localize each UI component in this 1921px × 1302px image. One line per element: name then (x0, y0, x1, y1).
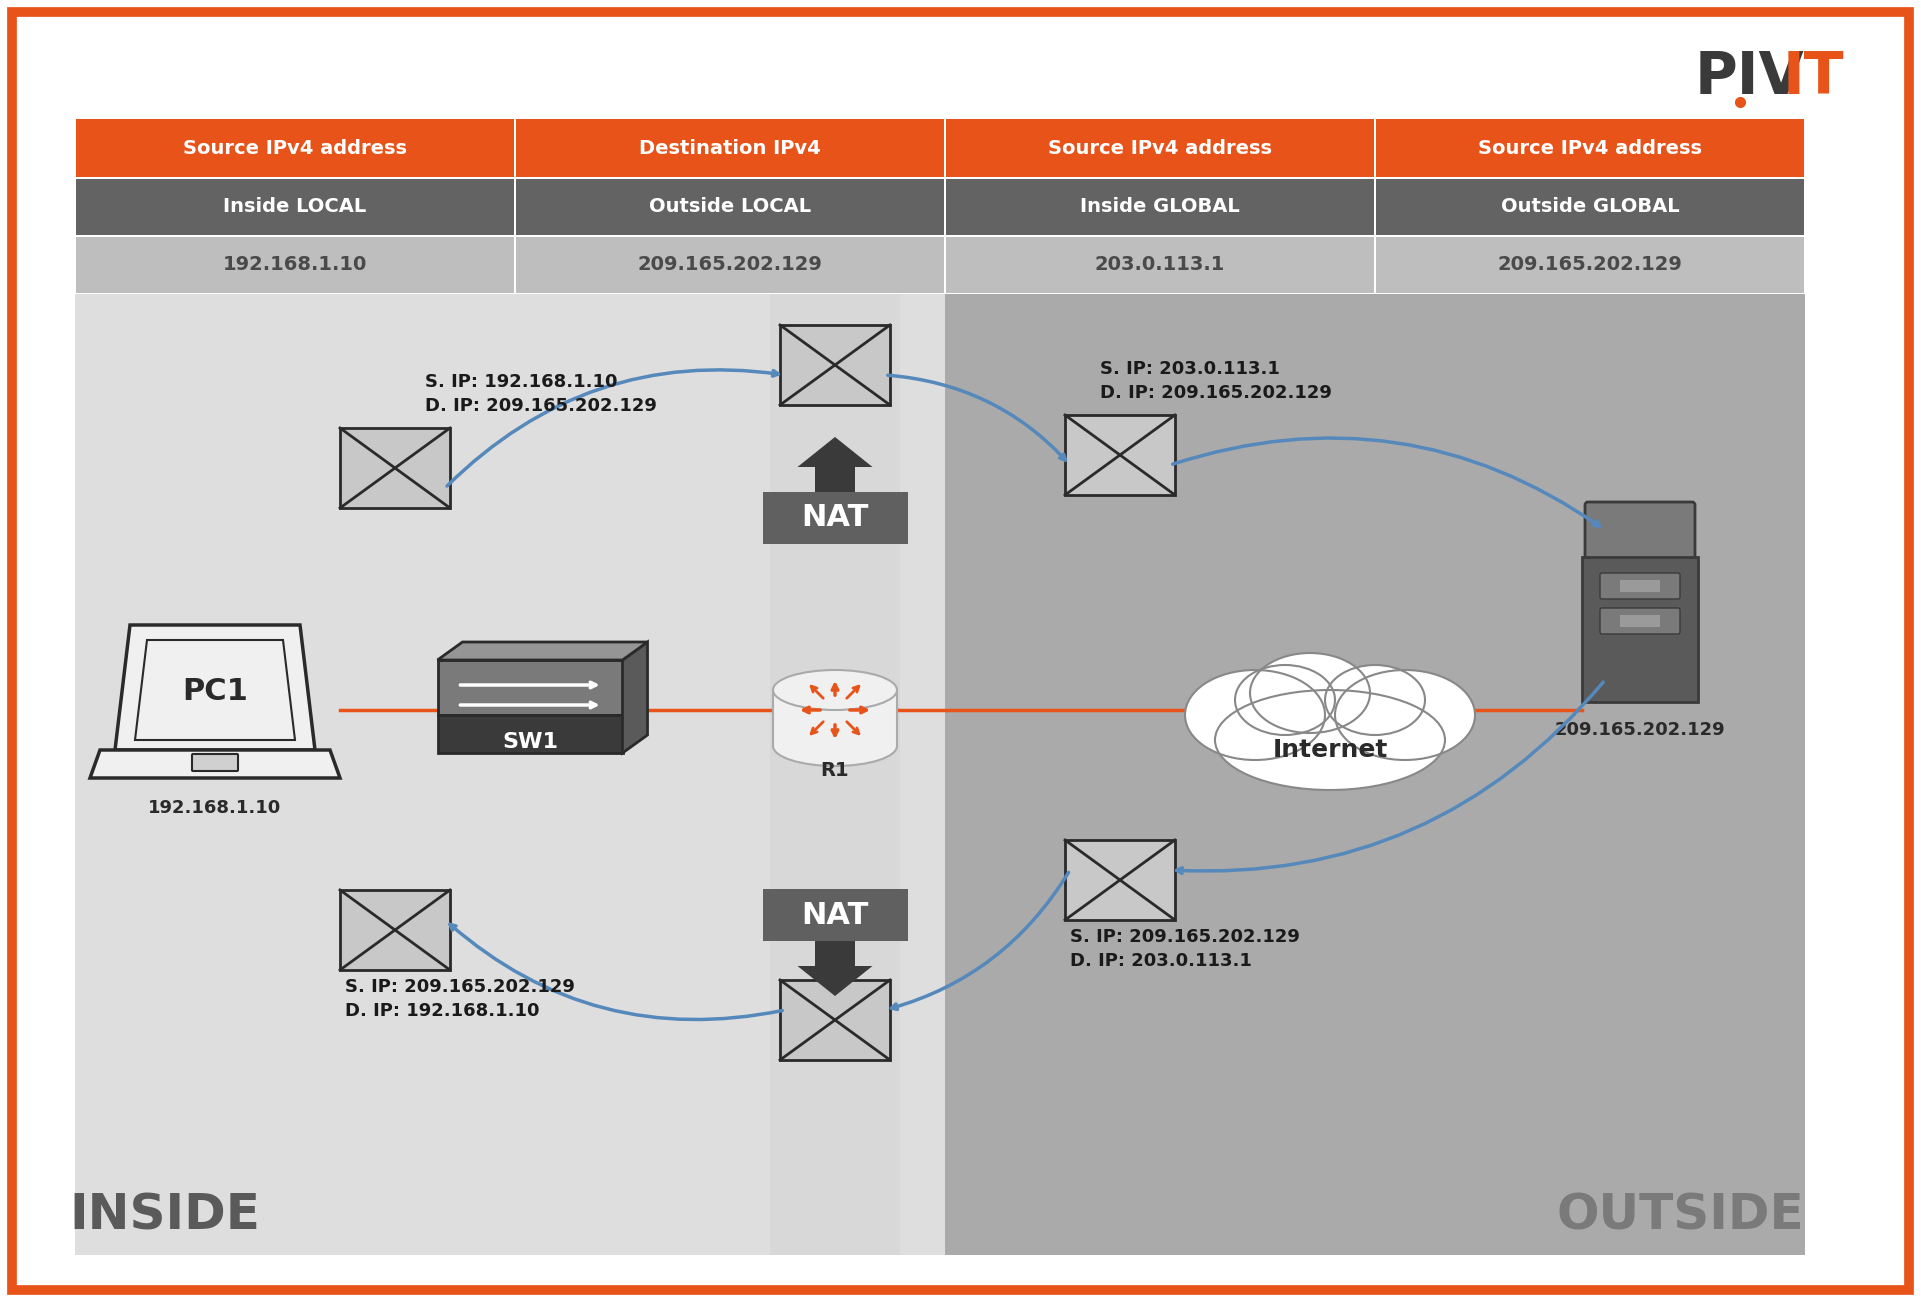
Text: 209.165.202.129: 209.165.202.129 (1554, 721, 1725, 740)
FancyBboxPatch shape (1600, 608, 1681, 634)
Text: Inside LOCAL: Inside LOCAL (223, 198, 367, 216)
FancyBboxPatch shape (517, 178, 943, 234)
Polygon shape (797, 941, 872, 996)
Polygon shape (797, 437, 872, 492)
FancyBboxPatch shape (75, 294, 945, 1255)
Text: SW1: SW1 (501, 732, 557, 753)
Polygon shape (622, 642, 647, 753)
FancyBboxPatch shape (763, 492, 907, 544)
Text: Source IPv4 address: Source IPv4 address (182, 138, 407, 158)
FancyBboxPatch shape (340, 891, 450, 970)
FancyBboxPatch shape (1600, 573, 1681, 599)
Ellipse shape (772, 671, 897, 710)
Text: INSIDE: INSIDE (69, 1191, 261, 1240)
Text: Internet: Internet (1272, 738, 1387, 762)
FancyBboxPatch shape (945, 294, 1806, 1255)
Polygon shape (115, 625, 315, 750)
Text: Inside GLOBAL: Inside GLOBAL (1080, 198, 1239, 216)
Ellipse shape (1185, 671, 1325, 760)
FancyBboxPatch shape (1375, 237, 1804, 293)
Text: Destination IPv4: Destination IPv4 (640, 138, 820, 158)
Polygon shape (134, 641, 296, 740)
Text: 192.168.1.10: 192.168.1.10 (223, 255, 367, 275)
Text: 203.0.113.1: 203.0.113.1 (1095, 255, 1226, 275)
Ellipse shape (1235, 665, 1335, 736)
Ellipse shape (1251, 654, 1370, 733)
FancyBboxPatch shape (945, 178, 1374, 234)
Text: S. IP: 192.168.1.10
D. IP: 209.165.202.129: S. IP: 192.168.1.10 D. IP: 209.165.202.1… (425, 372, 657, 414)
Text: 209.165.202.129: 209.165.202.129 (638, 255, 822, 275)
Text: Outside LOCAL: Outside LOCAL (649, 198, 811, 216)
FancyBboxPatch shape (517, 237, 943, 293)
FancyBboxPatch shape (1583, 557, 1698, 702)
Text: 192.168.1.10: 192.168.1.10 (148, 799, 282, 816)
FancyBboxPatch shape (1375, 118, 1804, 177)
Text: 209.165.202.129: 209.165.202.129 (1498, 255, 1683, 275)
Ellipse shape (1335, 671, 1475, 760)
FancyBboxPatch shape (770, 294, 901, 1255)
FancyBboxPatch shape (1619, 615, 1660, 628)
FancyBboxPatch shape (77, 178, 515, 234)
Text: Source IPv4 address: Source IPv4 address (1477, 138, 1702, 158)
Text: R1: R1 (820, 760, 849, 780)
Polygon shape (438, 642, 647, 660)
FancyBboxPatch shape (438, 660, 622, 715)
FancyBboxPatch shape (1619, 579, 1660, 592)
FancyBboxPatch shape (1064, 840, 1176, 921)
Text: Source IPv4 address: Source IPv4 address (1049, 138, 1272, 158)
FancyBboxPatch shape (763, 889, 907, 941)
FancyBboxPatch shape (1585, 503, 1694, 560)
FancyBboxPatch shape (945, 237, 1374, 293)
FancyBboxPatch shape (780, 980, 889, 1060)
Ellipse shape (1325, 665, 1425, 736)
Text: IT: IT (1783, 49, 1844, 107)
Text: PC1: PC1 (182, 677, 248, 707)
Text: S. IP: 209.165.202.129
D. IP: 192.168.1.10: S. IP: 209.165.202.129 D. IP: 192.168.1.… (346, 978, 574, 1019)
FancyBboxPatch shape (438, 715, 622, 753)
Text: PIV: PIV (1694, 49, 1804, 107)
Ellipse shape (772, 727, 897, 766)
Polygon shape (90, 750, 340, 779)
FancyBboxPatch shape (77, 118, 515, 177)
FancyBboxPatch shape (1064, 415, 1176, 495)
Ellipse shape (1214, 690, 1445, 790)
Text: S. IP: 209.165.202.129
D. IP: 203.0.113.1: S. IP: 209.165.202.129 D. IP: 203.0.113.… (1070, 928, 1301, 970)
FancyBboxPatch shape (1375, 178, 1804, 234)
FancyBboxPatch shape (192, 754, 238, 771)
FancyBboxPatch shape (340, 428, 450, 508)
FancyBboxPatch shape (77, 237, 515, 293)
Text: S. IP: 203.0.113.1
D. IP: 209.165.202.129: S. IP: 203.0.113.1 D. IP: 209.165.202.12… (1101, 359, 1331, 401)
FancyBboxPatch shape (780, 326, 889, 405)
FancyBboxPatch shape (772, 690, 897, 746)
Text: OUTSIDE: OUTSIDE (1556, 1191, 1804, 1240)
Text: NAT: NAT (801, 504, 868, 533)
Text: NAT: NAT (801, 901, 868, 930)
FancyBboxPatch shape (945, 118, 1374, 177)
Text: Outside GLOBAL: Outside GLOBAL (1500, 198, 1679, 216)
FancyBboxPatch shape (517, 118, 943, 177)
